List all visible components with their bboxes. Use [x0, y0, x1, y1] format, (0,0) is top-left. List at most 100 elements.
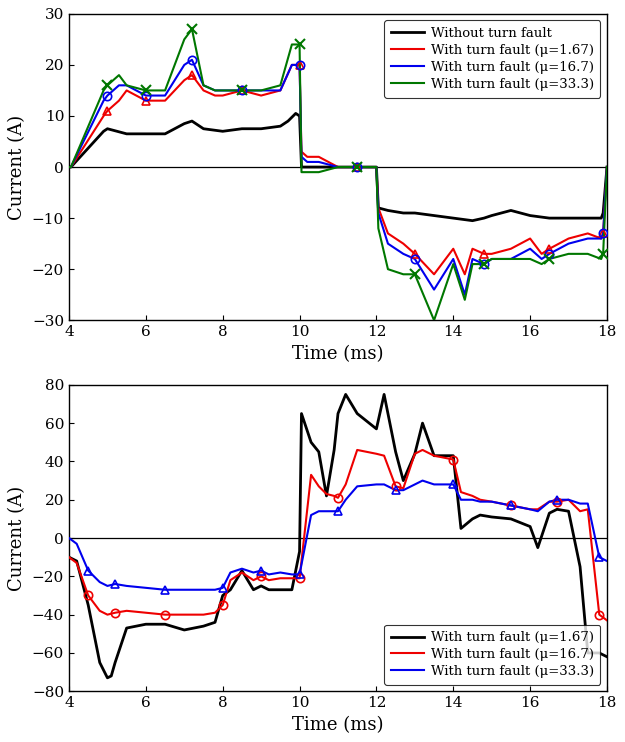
With turn fault (μ=33.3): [384, 265, 392, 274]
With turn fault (μ=16.7): [123, 606, 131, 615]
With turn fault (μ=16.7): [458, 487, 465, 496]
With turn fault (μ=16.7): [507, 501, 514, 510]
Without turn fault: [546, 214, 553, 223]
With turn fault (μ=16.7): [526, 244, 534, 253]
With turn fault (μ=1.67): [188, 70, 196, 79]
With turn fault (μ=1.67): [538, 249, 546, 258]
With turn fault (μ=33.3): [277, 81, 284, 90]
With turn fault (μ=16.7): [507, 255, 514, 263]
With turn fault (μ=16.7): [384, 239, 392, 248]
With turn fault (μ=1.67): [277, 86, 284, 95]
With turn fault (μ=16.7): [599, 229, 607, 238]
With turn fault (μ=33.3): [219, 583, 226, 592]
With turn fault (μ=1.67): [315, 152, 322, 161]
With turn fault (μ=16.7): [219, 86, 226, 95]
With turn fault (μ=33.3): [100, 86, 107, 95]
With turn fault (μ=16.7): [392, 482, 399, 490]
Without turn fault: [488, 211, 496, 220]
With turn fault (μ=16.7): [603, 162, 611, 171]
Without turn fault: [399, 209, 407, 217]
With turn fault (μ=16.7): [598, 234, 605, 243]
With turn fault (μ=16.7): [123, 81, 131, 90]
With turn fault (μ=1.67): [354, 409, 361, 418]
With turn fault (μ=33.3): [546, 497, 553, 506]
With turn fault (μ=33.3): [115, 70, 122, 79]
With turn fault (μ=33.3): [65, 533, 72, 542]
With turn fault (μ=33.3): [449, 260, 457, 269]
With turn fault (μ=16.7): [298, 152, 305, 161]
With turn fault (μ=16.7): [142, 91, 149, 100]
With turn fault (μ=16.7): [526, 505, 534, 513]
With turn fault (μ=16.7): [374, 209, 382, 217]
Line: With turn fault (μ=16.7): With turn fault (μ=16.7): [69, 60, 607, 295]
With turn fault (μ=1.67): [374, 203, 382, 212]
With turn fault (μ=1.67): [104, 106, 111, 115]
With turn fault (μ=33.3): [111, 580, 119, 588]
With turn fault (μ=16.7): [250, 576, 258, 585]
With turn fault (μ=1.67): [115, 96, 122, 105]
With turn fault (μ=16.7): [342, 480, 349, 489]
With turn fault (μ=16.7): [534, 505, 541, 513]
With turn fault (μ=16.7): [399, 249, 407, 258]
With turn fault (μ=16.7): [96, 606, 104, 615]
With turn fault (μ=1.67): [354, 162, 361, 171]
With turn fault (μ=33.3): [399, 486, 407, 495]
With turn fault (μ=1.67): [181, 76, 188, 85]
With turn fault (μ=33.3): [334, 162, 342, 171]
With turn fault (μ=16.7): [469, 255, 476, 263]
With turn fault (μ=33.3): [96, 577, 104, 586]
With turn fault (μ=16.7): [296, 574, 303, 582]
With turn fault (μ=33.3): [596, 553, 603, 562]
Without turn fault: [480, 214, 488, 223]
With turn fault (μ=1.67): [603, 652, 611, 661]
With turn fault (μ=1.67): [507, 244, 514, 253]
With turn fault (μ=16.7): [200, 81, 208, 90]
With turn fault (μ=33.3): [419, 476, 426, 485]
With turn fault (μ=16.7): [315, 157, 322, 166]
With turn fault (μ=33.3): [599, 249, 607, 258]
With turn fault (μ=16.7): [265, 576, 272, 585]
With turn fault (μ=33.3): [298, 168, 305, 177]
Without turn fault: [104, 125, 111, 134]
With turn fault (μ=1.67): [565, 234, 572, 243]
With turn fault (μ=16.7): [67, 162, 74, 171]
With turn fault (μ=33.3): [507, 255, 514, 263]
With turn fault (μ=33.3): [469, 260, 476, 269]
With turn fault (μ=1.67): [304, 152, 311, 161]
Without turn fault: [449, 214, 457, 223]
Without turn fault: [100, 127, 107, 136]
With turn fault (μ=33.3): [381, 480, 388, 489]
With turn fault (μ=33.3): [430, 316, 437, 325]
With turn fault (μ=33.3): [315, 168, 322, 177]
With turn fault (μ=16.7): [449, 455, 457, 464]
With turn fault (μ=16.7): [65, 553, 72, 562]
Y-axis label: Current (A): Current (A): [8, 485, 26, 591]
With turn fault (μ=1.67): [296, 60, 303, 69]
With turn fault (μ=1.67): [219, 91, 226, 100]
Without turn fault: [219, 127, 226, 136]
With turn fault (μ=16.7): [430, 451, 437, 460]
With turn fault (μ=1.67): [488, 249, 496, 258]
Without turn fault: [292, 109, 299, 118]
With turn fault (μ=33.3): [546, 255, 553, 263]
With turn fault (μ=33.3): [65, 162, 72, 171]
With turn fault (μ=33.3): [430, 480, 437, 489]
With turn fault (μ=33.3): [142, 86, 149, 95]
With turn fault (μ=16.7): [596, 610, 603, 619]
With turn fault (μ=33.3): [161, 585, 169, 594]
Without turn fault: [603, 162, 611, 171]
With turn fault (μ=16.7): [553, 497, 561, 506]
Without turn fault: [584, 214, 591, 223]
With turn fault (μ=16.7): [449, 255, 457, 263]
With turn fault (μ=33.3): [211, 86, 219, 95]
With turn fault (μ=33.3): [411, 480, 419, 489]
With turn fault (μ=33.3): [461, 295, 469, 304]
With turn fault (μ=1.67): [65, 553, 72, 562]
With turn fault (μ=1.67): [384, 229, 392, 238]
With turn fault (μ=16.7): [411, 255, 419, 263]
With turn fault (μ=16.7): [238, 86, 246, 95]
With turn fault (μ=1.67): [411, 249, 419, 258]
With turn fault (μ=1.67): [584, 229, 591, 238]
With turn fault (μ=16.7): [546, 497, 553, 506]
With turn fault (μ=1.67): [104, 674, 111, 683]
